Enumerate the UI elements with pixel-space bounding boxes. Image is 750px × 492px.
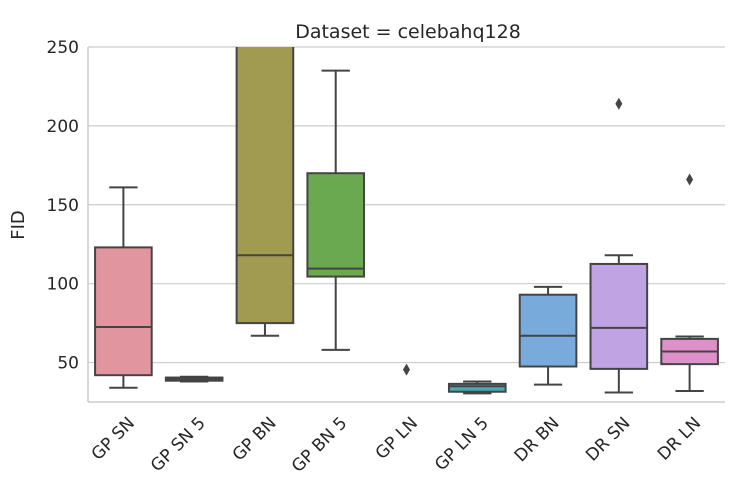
x-tick-label: GP LN xyxy=(372,413,422,463)
box-gp-ln xyxy=(403,363,410,376)
box-gp-sn-5 xyxy=(164,375,224,383)
x-tick-label: GP SN xyxy=(88,413,139,464)
iqr-box xyxy=(518,293,578,368)
y-tick-label: 50 xyxy=(57,354,79,374)
x-tick-label: GP LN 5 xyxy=(431,413,493,475)
x-tick-label: DR SN xyxy=(582,413,634,465)
iqr-box xyxy=(235,47,295,325)
x-tick-label: DR BN xyxy=(511,413,564,466)
box-dr-ln xyxy=(660,173,719,392)
outlier-point xyxy=(403,363,410,376)
iqr-box xyxy=(447,382,507,393)
y-tick-label: 100 xyxy=(47,275,79,295)
box-gp-bn xyxy=(235,47,295,337)
box-gp-bn-5 xyxy=(306,69,366,351)
x-tick-label: GP SN 5 xyxy=(147,413,210,476)
x-tick-label: GP BN xyxy=(229,413,281,465)
y-tick-label: 150 xyxy=(47,196,79,216)
x-tick-label: DR LN xyxy=(654,413,705,464)
outlier-point xyxy=(615,97,623,110)
box-dr-sn xyxy=(589,97,649,394)
iqr-box xyxy=(306,172,366,278)
y-tick-label: 200 xyxy=(47,117,79,137)
y-axis-label: FID xyxy=(8,210,29,240)
iqr-box xyxy=(94,246,153,377)
box-dr-bn xyxy=(518,285,578,386)
boxes-group xyxy=(94,47,719,395)
chart-title: Dataset = celebahq128 xyxy=(295,21,521,43)
iqr-box xyxy=(589,262,649,370)
x-tick-label: GP BN 5 xyxy=(288,413,351,476)
box-gp-sn xyxy=(94,186,153,389)
outlier-point xyxy=(686,173,694,186)
box-gp-ln-5 xyxy=(447,380,507,395)
y-tick-label: 250 xyxy=(47,38,79,58)
